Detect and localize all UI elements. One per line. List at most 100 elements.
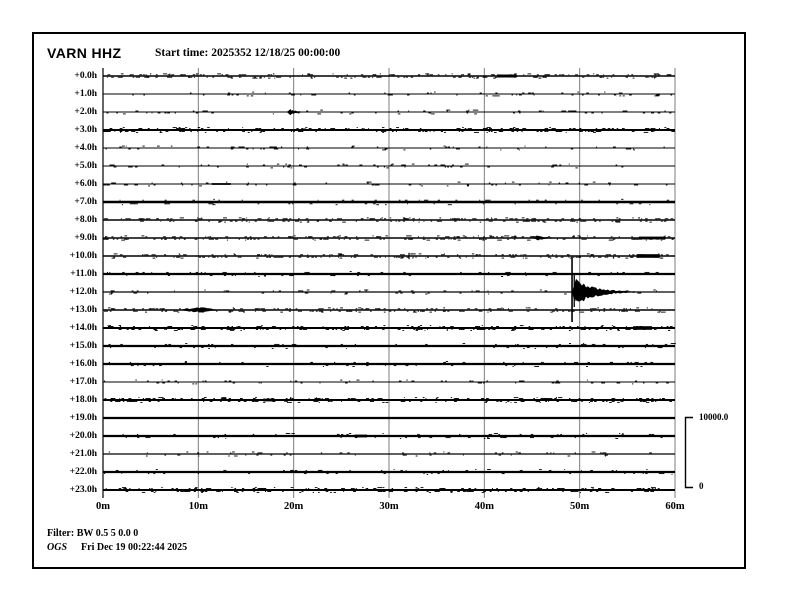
event-blob xyxy=(636,254,660,258)
noise-speckle xyxy=(125,131,129,132)
noise-speckle xyxy=(651,398,654,399)
noise-speckle xyxy=(572,235,575,237)
noise-speckle xyxy=(198,455,200,457)
noise-speckle xyxy=(411,253,416,255)
noise-speckle xyxy=(167,380,170,382)
noise-speckle xyxy=(197,473,200,475)
noise-speckle xyxy=(355,488,357,489)
noise-speckle xyxy=(157,401,160,402)
noise-speckle xyxy=(633,149,636,151)
noise-speckle xyxy=(443,290,447,292)
noise-speckle xyxy=(651,361,654,363)
noise-speckle xyxy=(464,218,466,220)
noise-speckle xyxy=(307,73,311,75)
noise-speckle xyxy=(590,487,594,489)
noise-speckle xyxy=(345,292,348,294)
noise-speckle xyxy=(282,343,284,345)
noise-speckle xyxy=(473,236,475,238)
noise-speckle xyxy=(230,77,234,79)
noise-speckle xyxy=(246,148,249,150)
noise-speckle xyxy=(511,131,515,132)
noise-speckle xyxy=(573,110,576,112)
noise-speckle xyxy=(160,220,162,222)
noise-speckle xyxy=(391,488,394,489)
noise-speckle xyxy=(254,308,258,310)
noise-speckle xyxy=(279,76,282,78)
noise-speckle xyxy=(399,438,402,439)
noise-speckle xyxy=(571,256,573,258)
noise-speckle xyxy=(165,131,169,132)
noise-speckle xyxy=(164,199,167,201)
noise-speckle xyxy=(495,254,498,256)
noise-speckle xyxy=(159,308,163,310)
noise-speckle xyxy=(376,220,379,222)
noise-speckle xyxy=(135,110,139,112)
noise-speckle xyxy=(420,487,424,489)
noise-speckle xyxy=(418,199,420,201)
noise-speckle xyxy=(254,488,255,489)
noise-speckle xyxy=(295,308,298,310)
noise-speckle xyxy=(662,398,665,399)
noise-speckle xyxy=(311,74,314,76)
noise-speckle xyxy=(338,254,341,256)
noise-speckle xyxy=(395,292,399,294)
noise-speckle xyxy=(343,238,345,240)
noise-speckle xyxy=(153,238,156,240)
noise-speckle xyxy=(578,218,582,220)
noise-speckle xyxy=(654,77,656,79)
noise-speckle xyxy=(192,325,194,327)
noise-speckle xyxy=(297,218,300,220)
noise-speckle xyxy=(403,218,405,220)
noise-speckle xyxy=(298,290,304,292)
noise-speckle xyxy=(136,290,139,292)
noise-speckle xyxy=(596,491,599,492)
noise-speckle xyxy=(214,347,216,349)
noise-speckle xyxy=(611,398,616,399)
noise-speckle xyxy=(617,329,620,330)
noise-speckle xyxy=(542,329,545,330)
noise-speckle xyxy=(207,236,209,238)
noise-speckle xyxy=(142,145,145,147)
noise-speckle xyxy=(173,329,178,331)
noise-speckle xyxy=(633,184,639,186)
noise-speckle xyxy=(235,275,237,277)
noise-speckle xyxy=(417,488,420,489)
noise-speckle xyxy=(219,361,221,363)
noise-speckle xyxy=(442,326,446,327)
noise-speckle xyxy=(646,398,650,399)
noise-speckle xyxy=(398,380,402,382)
noise-speckle xyxy=(581,220,587,222)
noise-speckle xyxy=(116,238,119,240)
noise-speckle xyxy=(159,365,162,367)
noise-speckle xyxy=(148,401,151,402)
noise-speckle xyxy=(242,218,245,220)
noise-speckle xyxy=(223,469,227,471)
noise-speckle xyxy=(616,217,619,219)
noise-speckle xyxy=(161,238,162,240)
noise-speckle xyxy=(319,382,321,384)
noise-speckle xyxy=(223,217,227,219)
noise-speckle xyxy=(443,131,446,133)
noise-speckle xyxy=(307,254,309,256)
noise-speckle xyxy=(310,76,312,78)
noise-speckle xyxy=(398,220,401,222)
noise-speckle xyxy=(404,217,406,219)
noise-speckle xyxy=(494,76,498,78)
noise-speckle xyxy=(505,271,511,273)
noise-speckle xyxy=(177,311,180,313)
noise-speckle xyxy=(161,487,163,489)
noise-speckle xyxy=(282,491,284,492)
noise-speckle xyxy=(427,292,430,294)
noise-speckle xyxy=(280,146,283,148)
event-blob xyxy=(638,236,666,240)
noise-speckle xyxy=(522,128,527,129)
noise-speckle xyxy=(109,128,112,129)
noise-speckle xyxy=(360,74,364,76)
noise-speckle xyxy=(345,236,348,238)
noise-speckle xyxy=(650,131,654,132)
noise-speckle xyxy=(513,238,516,240)
noise-speckle xyxy=(610,239,614,241)
noise-speckle xyxy=(354,343,357,345)
noise-speckle xyxy=(200,128,204,129)
noise-speckle xyxy=(191,325,193,327)
